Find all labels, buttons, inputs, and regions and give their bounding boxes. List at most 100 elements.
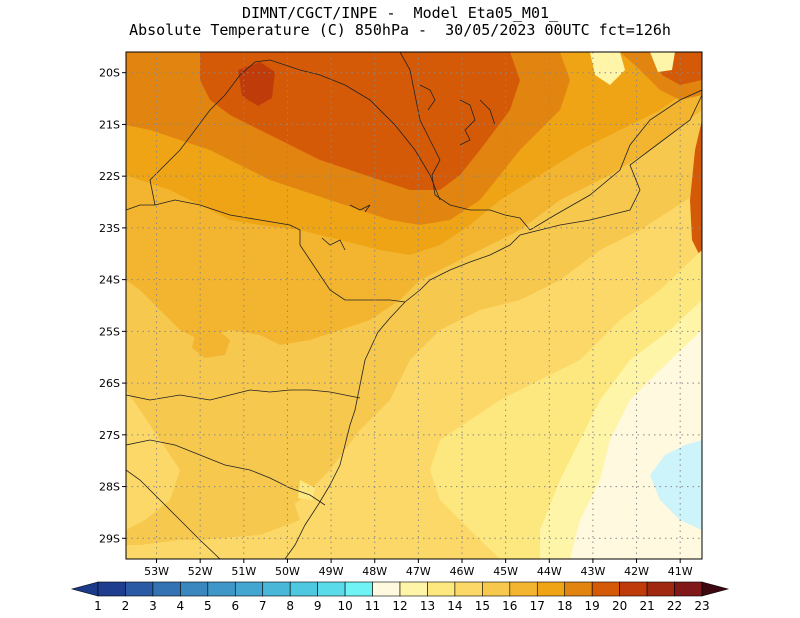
longitude-axis: 53W 52W 51W 50W 49W 48W 47W 46W 45W 44W 43W 42W 41W: [144, 559, 693, 578]
lat-tick-label: 20S: [99, 67, 120, 80]
colorbar-swatch: [262, 581, 291, 597]
lon-tick-label: 53W: [144, 565, 169, 578]
colorbar-label: 8: [286, 599, 294, 613]
colorbar-label: 22: [667, 599, 682, 613]
colorbar-swatch: [344, 581, 373, 597]
colorbar-label: 7: [259, 599, 267, 613]
state-border-mg-rj-es: [529, 89, 702, 231]
lon-tick-label: 44W: [537, 565, 562, 578]
colorbar-label: 12: [392, 599, 407, 613]
field-zone-13-inland: [120, 52, 126, 60]
colorbar-low-arrow: [70, 581, 99, 597]
map-title-line-2: Absolute Temperature (C) 850hPa - 30/05/…: [129, 21, 671, 39]
river-1: [349, 204, 371, 213]
lat-tick-label: 27S: [99, 429, 120, 442]
boundaries: [126, 52, 702, 559]
lon-tick-label: 47W: [406, 565, 431, 578]
state-border-sp-pr: [299, 230, 406, 303]
lat-tick-label: 29S: [99, 532, 120, 545]
colorbar-label: 17: [530, 599, 545, 613]
colorbar-swatch: [207, 581, 236, 597]
lon-tick-label: 52W: [188, 565, 213, 578]
field-zone-14-pocket: [126, 390, 180, 530]
state-border-ms-pr: [154, 199, 301, 231]
colorbar-label: 21: [639, 599, 654, 613]
colorbar-label: 10: [337, 599, 352, 613]
lat-tick-label: 21S: [99, 118, 120, 131]
colorbar-label: 2: [122, 599, 130, 613]
colorbar-swatch: [234, 581, 264, 597]
lake-2: [479, 99, 496, 126]
lon-tick-label: 42W: [624, 565, 649, 578]
colorbar-label: 1: [94, 599, 102, 613]
colorbar-label: 9: [314, 599, 322, 613]
colorbar-swatch: [619, 581, 648, 597]
colorbar-swatch: [454, 581, 483, 597]
temperature-field: [120, 52, 702, 559]
country-border-west: [126, 74, 241, 211]
country-border-southwest: [126, 469, 221, 559]
field-zone-15-southwest: [126, 390, 300, 540]
lat-tick-label: 23S: [99, 222, 120, 235]
colorbar-label: 19: [585, 599, 600, 613]
field-zone-16-blob: [192, 328, 230, 358]
colorbar-swatch: [536, 581, 566, 597]
state-border-ms-sp: [239, 59, 441, 201]
field-zone-12-east-pocket: [590, 52, 625, 85]
colorbar-swatch: [646, 581, 675, 597]
lake-3: [419, 84, 436, 111]
colorbar-swatch: [427, 581, 456, 597]
lon-tick-label: 51W: [231, 565, 256, 578]
colorbar-swatch: [591, 581, 620, 597]
colorbar-swatch: [125, 581, 154, 597]
coastline: [284, 94, 702, 559]
gridlines: [126, 52, 702, 559]
colorbar-label: 23: [694, 599, 709, 613]
colorbar-label: 15: [475, 599, 490, 613]
colorbar-label: 18: [557, 599, 572, 613]
lon-tick-label: 41W: [668, 565, 693, 578]
state-border-pr-sc: [126, 389, 361, 401]
plot-frame: [125, 51, 703, 560]
field-zone-12-northeast-pocket: [650, 52, 675, 72]
lon-tick-label: 48W: [362, 565, 387, 578]
colorbar-swatch: [482, 581, 511, 597]
colorbar-label: 11: [365, 599, 380, 613]
latitude-axis: 20S 21S 22S 23S 24S 25S 26S 27S 28S 29S: [99, 67, 126, 545]
lat-tick-label: 24S: [99, 274, 120, 287]
field-zone-19: [200, 52, 520, 190]
colorbar-swatch: [97, 581, 126, 597]
field-zone-19-east-edge: [690, 120, 702, 260]
colorbar-label: 3: [149, 599, 157, 613]
colorbar-label: 4: [177, 599, 185, 613]
colorbar-swatch: [564, 581, 593, 597]
field-zone-10: [650, 440, 702, 530]
colorbar-swatch: [509, 581, 538, 597]
colorbar: 1 2 3 4 5 6 7 8 9 10 11 12 13 14 15 16 17 18 19 20 21 22 23: [70, 581, 730, 613]
colorbar-swatch: [152, 581, 181, 597]
colorbar-label: 5: [204, 599, 212, 613]
colorbar-label: 16: [502, 599, 517, 613]
colorbar-high-arrow: [701, 581, 730, 597]
colorbar-label: 6: [231, 599, 239, 613]
colorbar-swatch: [289, 581, 318, 597]
lon-tick-label: 46W: [450, 565, 475, 578]
state-border-mg-sp: [399, 52, 531, 231]
lat-tick-label: 25S: [99, 325, 120, 338]
lat-tick-label: 28S: [99, 481, 120, 494]
lon-tick-label: 45W: [493, 565, 518, 578]
lon-tick-label: 43W: [580, 565, 605, 578]
colorbar-swatch: [317, 581, 346, 597]
lon-tick-label: 50W: [275, 565, 300, 578]
river-2: [321, 237, 346, 251]
colorbar-label: 14: [447, 599, 462, 613]
state-border-sc-rs: [126, 439, 326, 506]
colorbar-label: 13: [420, 599, 435, 613]
lake-1: [459, 99, 476, 146]
colorbar-label: 20: [612, 599, 627, 613]
colorbar-swatch: [180, 581, 209, 597]
colorbar-swatch: [372, 581, 401, 597]
lat-tick-label: 22S: [99, 170, 120, 183]
lat-tick-label: 26S: [99, 377, 120, 390]
